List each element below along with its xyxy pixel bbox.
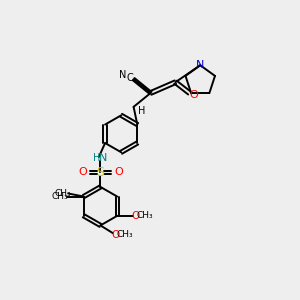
Text: CH₃: CH₃ xyxy=(136,211,153,220)
Text: O: O xyxy=(114,167,123,177)
Text: CH₃: CH₃ xyxy=(54,189,71,198)
Text: H: H xyxy=(93,153,100,163)
Text: C: C xyxy=(126,73,133,83)
Text: N: N xyxy=(196,60,204,70)
Text: S: S xyxy=(96,166,104,179)
Text: O: O xyxy=(189,90,198,100)
Text: N: N xyxy=(99,153,107,163)
Text: H: H xyxy=(138,106,145,116)
Text: O: O xyxy=(131,211,139,221)
Text: CH₃: CH₃ xyxy=(51,192,68,201)
Text: CH₃: CH₃ xyxy=(116,230,133,239)
Text: O: O xyxy=(111,230,119,240)
Text: N: N xyxy=(119,70,126,80)
Text: O: O xyxy=(78,167,87,177)
